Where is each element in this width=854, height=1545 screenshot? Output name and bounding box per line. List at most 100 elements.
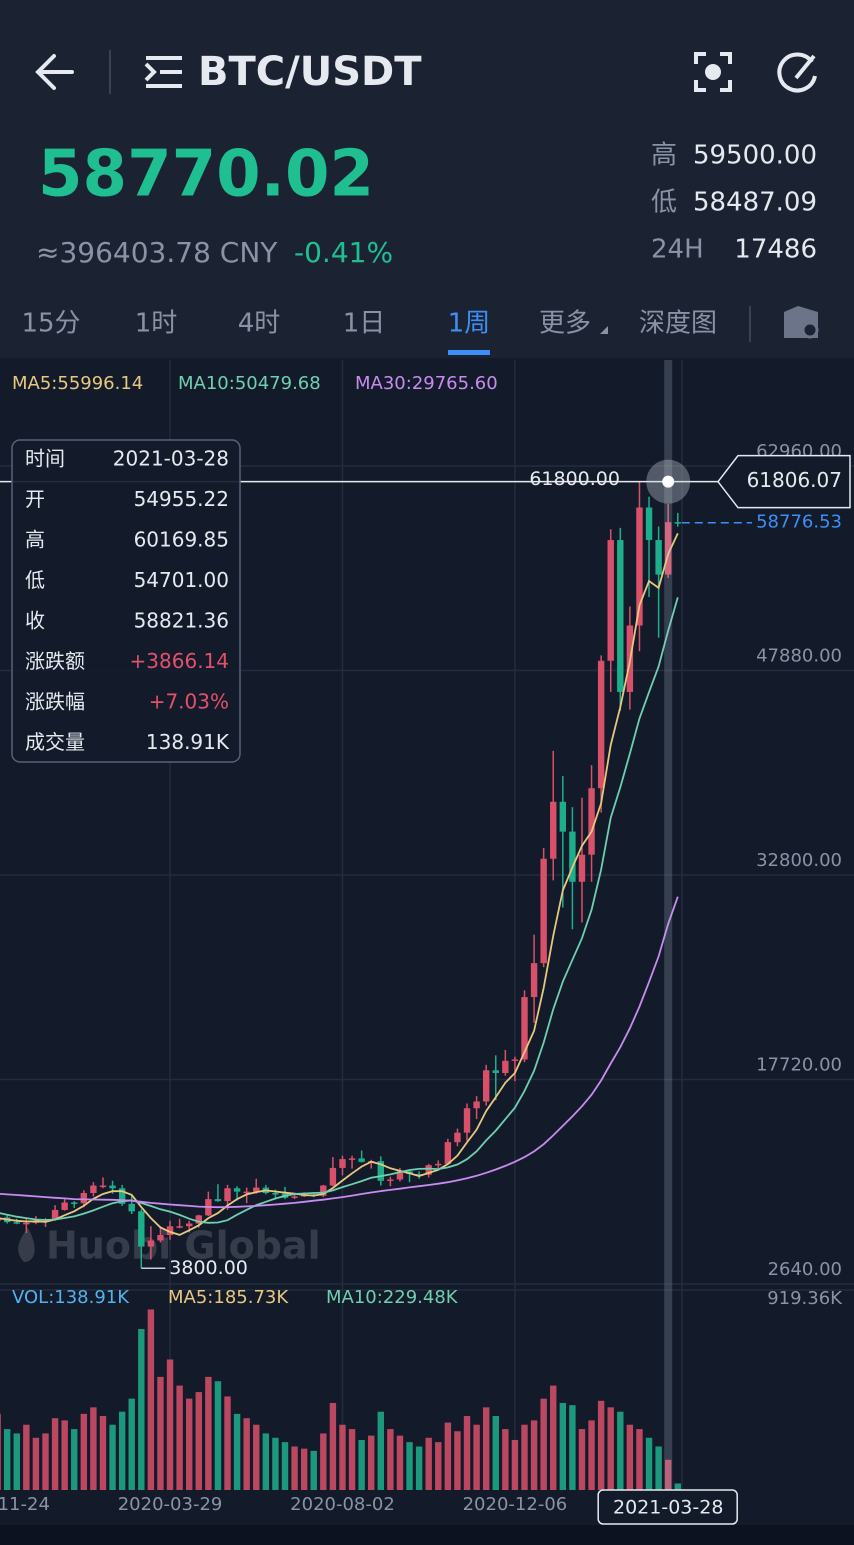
settings-icon[interactable] [784,306,819,339]
candle-body [51,1209,59,1221]
crosshair-date-box [597,1489,738,1525]
volume-bar [147,1309,155,1490]
crosshair-value-box [717,454,851,509]
volume-bar [23,1424,30,1490]
ma-line [0,896,679,1209]
volume-bar [550,1385,557,1490]
interval-tabs: 15分 1时 4时 1日 1周 更多 深度图 [21,309,717,355]
volume-bar [482,1407,490,1490]
volume-bar [348,1429,356,1490]
volume-bar [166,1359,174,1490]
volume-bar [99,1416,107,1490]
x-tick-label: 2019-11-24 [0,1494,50,1515]
tab[interactable]: 1日 [343,309,386,339]
candle-body [138,1211,145,1247]
tab[interactable]: 深度图 [639,309,717,339]
volume-bar [473,1424,480,1490]
volume-bar [281,1442,289,1490]
header-bg [0,0,854,358]
stat-label: 低 [651,188,677,218]
candle-body [339,1159,346,1168]
volume-bar [521,1424,528,1490]
candle-body [521,997,528,1060]
stat-value: 58487.09 [693,188,817,218]
crosshair-vertical [664,360,673,1490]
tab[interactable]: 15分 [21,309,80,339]
volume-legend-entry: MA10:229.48K [326,1287,459,1308]
candle-body [435,1163,442,1166]
watermark-logo [18,1228,35,1262]
tab[interactable]: 更多 [539,309,591,339]
volume-bar [71,1429,78,1490]
volume-bar [61,1420,68,1490]
tooltip-box [11,439,241,763]
candle-body [377,1161,384,1181]
candle-body [147,1240,155,1247]
candle-body [645,507,653,541]
candle-body [80,1193,88,1204]
tooltip-value: 54701.00 [134,568,229,592]
volume-bar [636,1429,643,1490]
candle-body [99,1185,107,1188]
x-tick-label: 2020-08-02 [290,1494,395,1515]
volume-bar [80,1413,88,1490]
candle-body [396,1171,404,1180]
candle-body [473,1101,480,1109]
volume-bar [329,1402,337,1490]
candle-body [454,1132,461,1143]
volume-bar [540,1398,547,1490]
y-tick-label: 32800.00 [756,850,842,871]
crosshair-dot [662,475,675,488]
tooltip-label: 涨跌幅 [25,690,85,714]
legend-entry: MA5:55996.14 [12,373,143,394]
volume-bar [492,1416,499,1490]
candle-body [128,1203,135,1212]
volume-tick-label: 919.36K [767,1288,843,1309]
candle-body [118,1188,126,1204]
candle-body [636,507,643,626]
volume-bar [32,1437,40,1490]
volume-bar [463,1416,471,1490]
tab[interactable]: 1时 [135,309,178,339]
candle-body [109,1185,116,1189]
x-tick-label: 2020-12-06 [463,1494,568,1515]
volume-bar [205,1376,212,1490]
volume-bar [674,1483,681,1490]
candle-body [166,1226,174,1236]
tab[interactable]: 4时 [238,309,281,339]
menu-icon[interactable] [144,56,182,88]
volume-bar [300,1448,308,1490]
tab-indicator [448,350,490,355]
volume-bar [320,1433,327,1490]
volume-bar [51,1418,59,1490]
back-button[interactable] [35,54,74,90]
volume-bar [90,1407,97,1490]
tab[interactable]: 1周 [448,309,491,339]
candle-body [482,1070,490,1102]
volume-bar [109,1424,116,1490]
volume-bar [578,1429,586,1490]
volume-bar [626,1424,634,1490]
candle-body [665,522,672,575]
crosshair-value-label: 61806.07 [747,468,842,492]
candle-body [502,1060,509,1073]
candle-body [243,1191,250,1194]
candle-body [674,522,681,524]
refresh-icon[interactable] [777,52,817,93]
candle-body [578,854,586,882]
candle-body [320,1185,327,1196]
crosshair-date: 2021-03-28 [613,1497,723,1519]
volume-bar [607,1407,614,1490]
last-price: 58770.02 [38,138,374,212]
volume-bar [291,1446,298,1490]
tooltip-label: 成交量 [25,730,85,754]
volume-bar [310,1450,317,1490]
candle-body [186,1223,193,1227]
candle-body [588,788,595,855]
scan-icon[interactable] [694,52,732,92]
volume-bar [588,1420,595,1490]
volume-bar [3,1429,11,1490]
candle-body [607,540,614,661]
volume-legend-entry: VOL:138.91K [12,1287,130,1308]
candle-body [511,1059,519,1061]
